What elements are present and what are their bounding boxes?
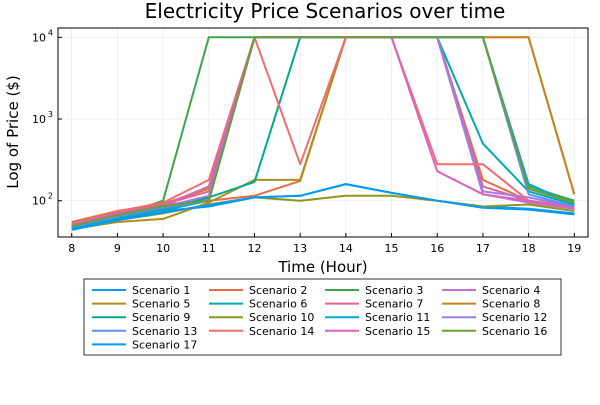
series-line — [71, 36, 575, 228]
x-axis-ticks: 8 9 10 11 12 13 14 15 16 17 18 19 — [68, 233, 581, 255]
legend-label: Scenario 16 — [482, 325, 547, 338]
legend-frame — [83, 278, 562, 356]
series-line — [71, 36, 575, 225]
y-tick-exponent: 3 — [48, 110, 53, 119]
legend-label: Scenario 12 — [482, 311, 547, 324]
legend-label: Scenario 9 — [132, 311, 190, 324]
legend-label: Scenario 15 — [365, 325, 430, 338]
legend-label: Scenario 10 — [249, 311, 314, 324]
legend-label: Scenario 13 — [132, 325, 197, 338]
plot-frame — [57, 27, 589, 238]
chart-title: Electricity Price Scenarios over time — [145, 0, 506, 23]
y-tick-exponent: 2 — [48, 192, 53, 201]
x-tick-label: 8 — [68, 242, 75, 255]
legend-label: Scenario 3 — [365, 284, 423, 297]
x-tick-label: 17 — [476, 242, 490, 255]
x-tick-label: 18 — [522, 242, 536, 255]
x-tick-label: 10 — [156, 242, 170, 255]
y-axis-label: Log of Price ($) — [4, 75, 22, 188]
legend-label: Scenario 6 — [249, 298, 307, 311]
y-tick-base: 10 — [32, 31, 46, 44]
y-tick-label: 10 — [32, 31, 46, 44]
x-tick-label: 9 — [114, 242, 121, 255]
legend-label: Scenario 5 — [132, 298, 190, 311]
y-tick-base: 10 — [32, 113, 46, 126]
x-tick-label: 13 — [293, 242, 307, 255]
legend: Scenario 1 Scenario 2 Scenario 3 Scenario 4… — [83, 278, 562, 356]
series-lines — [71, 36, 576, 231]
series-line — [71, 183, 575, 231]
y-tick-label: 10 — [32, 113, 46, 126]
y-tick-base: 10 — [32, 195, 46, 208]
legend-label: Scenario 8 — [482, 298, 540, 311]
y-tick-label: 10 — [32, 195, 46, 208]
legend-label: Scenario 17 — [132, 338, 197, 351]
legend-label: Scenario 4 — [482, 284, 540, 297]
y-tick-exponent: 4 — [48, 28, 53, 37]
x-tick-label: 19 — [567, 242, 581, 255]
legend-label: Scenario 1 — [132, 284, 190, 297]
legend-label: Scenario 11 — [365, 311, 430, 324]
x-tick-label: 15 — [385, 242, 399, 255]
x-tick-label: 16 — [430, 242, 444, 255]
x-tick-label: 12 — [247, 242, 261, 255]
x-axis-label: Time (Hour) — [277, 258, 367, 276]
legend-label: Scenario 7 — [365, 298, 423, 311]
legend-label: Scenario 2 — [249, 284, 307, 297]
x-tick-label: 14 — [339, 242, 353, 255]
legend-label: Scenario 14 — [249, 325, 314, 338]
x-tick-label: 11 — [202, 242, 216, 255]
